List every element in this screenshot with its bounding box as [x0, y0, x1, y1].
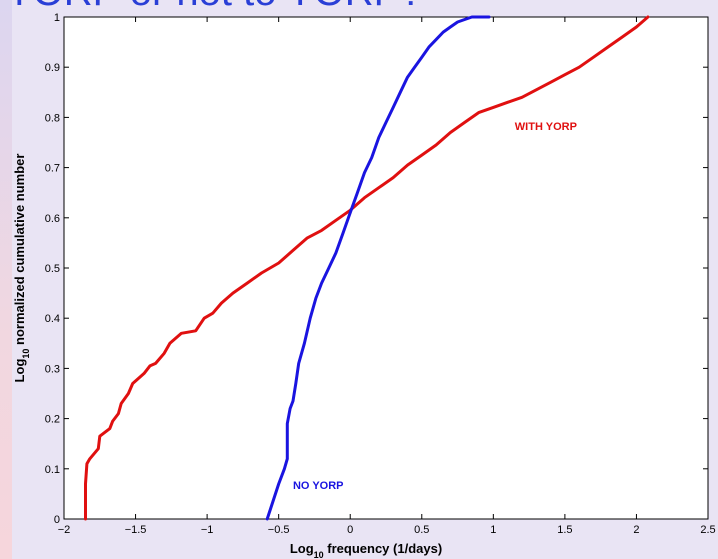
annotation-no-yorp: NO YORP	[293, 480, 344, 492]
y-tick-label: 0.5	[45, 263, 60, 275]
annotation-with-yorp: WITH YORP	[515, 121, 577, 133]
x-axis-label-sub: 10	[314, 550, 324, 559]
axes-background	[64, 17, 708, 519]
x-axis-label-main: Log	[290, 541, 314, 556]
x-tick-label: 2	[633, 524, 639, 536]
x-tick-label: 2.5	[700, 524, 715, 536]
y-tick-label: 0.4	[45, 313, 60, 325]
x-tick-label: 1	[490, 524, 496, 536]
y-tick-label: 0.2	[45, 414, 60, 426]
y-tick-label: 1	[54, 12, 60, 24]
x-tick-label: −1.5	[125, 524, 147, 536]
x-tick-label: 1.5	[557, 524, 572, 536]
y-axis-label-rest: normalized cumulative number	[12, 154, 27, 349]
x-tick-label: 0.5	[414, 524, 429, 536]
x-tick-label: 0	[347, 524, 353, 536]
x-axis-label-rest: frequency (1/days)	[324, 541, 443, 556]
y-tick-label: 0.9	[45, 62, 60, 74]
y-tick-label: 0	[54, 514, 60, 526]
x-tick-label: −1	[201, 524, 214, 536]
x-tick-label: −0.5	[268, 524, 290, 536]
y-axis-label-main: Log	[12, 359, 27, 383]
y-tick-label: 0.1	[45, 464, 60, 476]
y-tick-label: 0.3	[45, 363, 60, 375]
y-tick-label: 0.6	[45, 213, 60, 225]
y-axis-label-sub: 10	[21, 349, 31, 359]
y-tick-label: 0.7	[45, 163, 60, 175]
y-tick-label: 0.8	[45, 112, 60, 124]
